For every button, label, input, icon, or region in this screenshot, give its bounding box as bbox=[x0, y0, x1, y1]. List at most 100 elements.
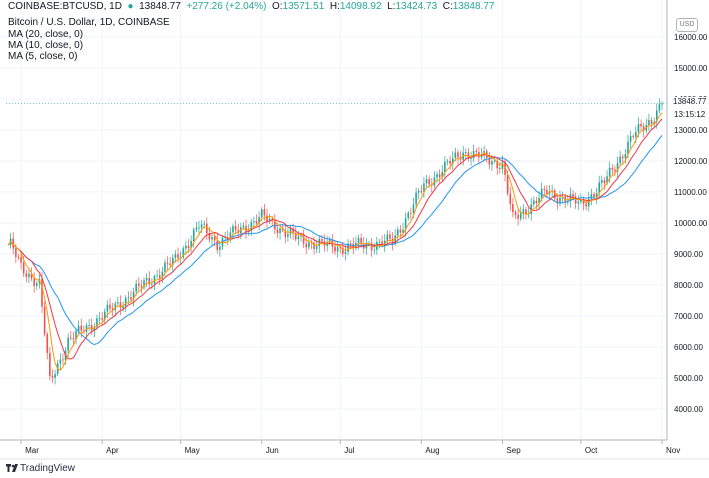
candle-body bbox=[145, 278, 148, 281]
candle-body bbox=[519, 213, 522, 219]
candle-body bbox=[292, 228, 294, 234]
candle-body bbox=[616, 163, 619, 172]
candle-body bbox=[106, 304, 109, 312]
candle-body bbox=[75, 330, 77, 340]
time-axis[interactable]: Mar Apr May Jun Jul Aug Sep Oct Nov bbox=[0, 439, 709, 460]
candle-body bbox=[130, 297, 132, 300]
candle-body bbox=[143, 280, 145, 288]
candle-body bbox=[219, 246, 221, 250]
candle-body bbox=[642, 126, 645, 131]
candle-body bbox=[198, 227, 200, 229]
candle-body bbox=[407, 212, 410, 219]
x-tick-label: Sep bbox=[506, 446, 521, 455]
candle-body bbox=[535, 200, 538, 204]
tradingview-logo-icon[interactable] bbox=[6, 463, 18, 473]
currency-button[interactable]: USD bbox=[676, 18, 698, 32]
candle-body bbox=[339, 247, 342, 249]
y-tick-label: 5000.00 bbox=[674, 374, 703, 383]
price-axis[interactable]: 4000.00 5000.00 6000.00 7000.00 8000.00 9000.… bbox=[666, 0, 708, 440]
candle-body bbox=[300, 235, 302, 237]
candle-body bbox=[276, 229, 279, 234]
candle-body bbox=[15, 248, 17, 257]
candle-body bbox=[216, 240, 219, 250]
candle-body bbox=[206, 223, 208, 234]
candle-body bbox=[619, 156, 621, 164]
candle-body bbox=[522, 209, 525, 214]
candle-body bbox=[229, 232, 232, 240]
candle-body bbox=[33, 278, 35, 286]
candle-body bbox=[80, 325, 83, 331]
candle-body bbox=[420, 190, 423, 192]
candle-body bbox=[389, 234, 391, 239]
candle-body bbox=[454, 152, 457, 158]
candle-body bbox=[315, 246, 318, 249]
indicator-ma10[interactable]: MA (10, close, 0) bbox=[8, 40, 84, 51]
candle-body bbox=[321, 238, 323, 242]
open-label: O: bbox=[272, 1, 283, 12]
candle-body bbox=[161, 271, 164, 279]
candle-body bbox=[336, 247, 339, 252]
candle-body bbox=[444, 161, 446, 172]
candle-body bbox=[577, 201, 580, 204]
candle-body bbox=[135, 283, 137, 292]
candle-body bbox=[114, 303, 117, 311]
candle-body bbox=[428, 179, 430, 185]
candle-body bbox=[451, 157, 454, 164]
candle-body bbox=[122, 306, 124, 309]
candle-body bbox=[59, 359, 62, 364]
candle-body bbox=[274, 219, 276, 230]
y-tick-label: 7000.00 bbox=[674, 312, 703, 321]
candle-body bbox=[504, 161, 506, 175]
candle-body bbox=[402, 229, 404, 233]
candle-body bbox=[253, 221, 255, 223]
candle-body bbox=[587, 198, 590, 207]
indicator-ma20[interactable]: MA (20, close, 0) bbox=[8, 29, 84, 40]
candle-body bbox=[572, 194, 574, 197]
candle-body bbox=[446, 160, 449, 162]
candle-body bbox=[72, 338, 75, 340]
candle-body bbox=[96, 318, 98, 328]
x-tick-label: Mar bbox=[25, 446, 39, 455]
candle-body bbox=[394, 235, 396, 244]
candle-body bbox=[399, 229, 402, 233]
candle-body bbox=[585, 203, 587, 207]
candle-body bbox=[360, 237, 362, 244]
candle-body bbox=[517, 214, 519, 219]
candle-body bbox=[187, 245, 190, 249]
symbol-name[interactable]: COINBASE:BTCUSD, 1D bbox=[8, 1, 122, 12]
candle-body bbox=[88, 325, 90, 326]
candle-body bbox=[391, 238, 394, 244]
y-tick-label: 13000.00 bbox=[674, 126, 708, 135]
candle-body bbox=[595, 193, 598, 198]
candle-body bbox=[525, 209, 527, 215]
x-tick-label: Apr bbox=[106, 446, 119, 455]
candle-body bbox=[404, 218, 407, 230]
candle-body bbox=[601, 180, 603, 183]
candle-body bbox=[203, 223, 206, 225]
candle-body bbox=[606, 176, 608, 184]
candle-body bbox=[464, 152, 467, 154]
candle-body bbox=[260, 209, 263, 217]
candle-body bbox=[242, 225, 245, 228]
candle-body bbox=[156, 275, 158, 277]
tradingview-brand[interactable]: TradingView bbox=[20, 463, 76, 474]
low-value: 13424.73 bbox=[395, 1, 438, 12]
candle-body bbox=[171, 257, 174, 266]
symbol-header: COINBASE:BTCUSD, 1D ● 13848.77 +277.26 (… bbox=[8, 1, 494, 12]
candle-body bbox=[509, 193, 512, 205]
candle-body bbox=[41, 278, 43, 307]
candle-body bbox=[49, 352, 51, 377]
candle-body bbox=[46, 334, 49, 353]
candle-body bbox=[255, 221, 258, 224]
indicator-ma5[interactable]: MA (5, close, 0) bbox=[8, 51, 78, 62]
candle-body bbox=[119, 302, 122, 309]
footer-bar: TradingView bbox=[0, 460, 709, 478]
y-tick-label: 8000.00 bbox=[674, 281, 703, 290]
x-tick-label: Jul bbox=[344, 446, 354, 455]
candle-body bbox=[512, 204, 514, 213]
candle-body bbox=[533, 200, 535, 205]
candle-body bbox=[211, 237, 213, 240]
x-tick-label: May bbox=[185, 446, 200, 455]
candle-body bbox=[475, 150, 478, 152]
